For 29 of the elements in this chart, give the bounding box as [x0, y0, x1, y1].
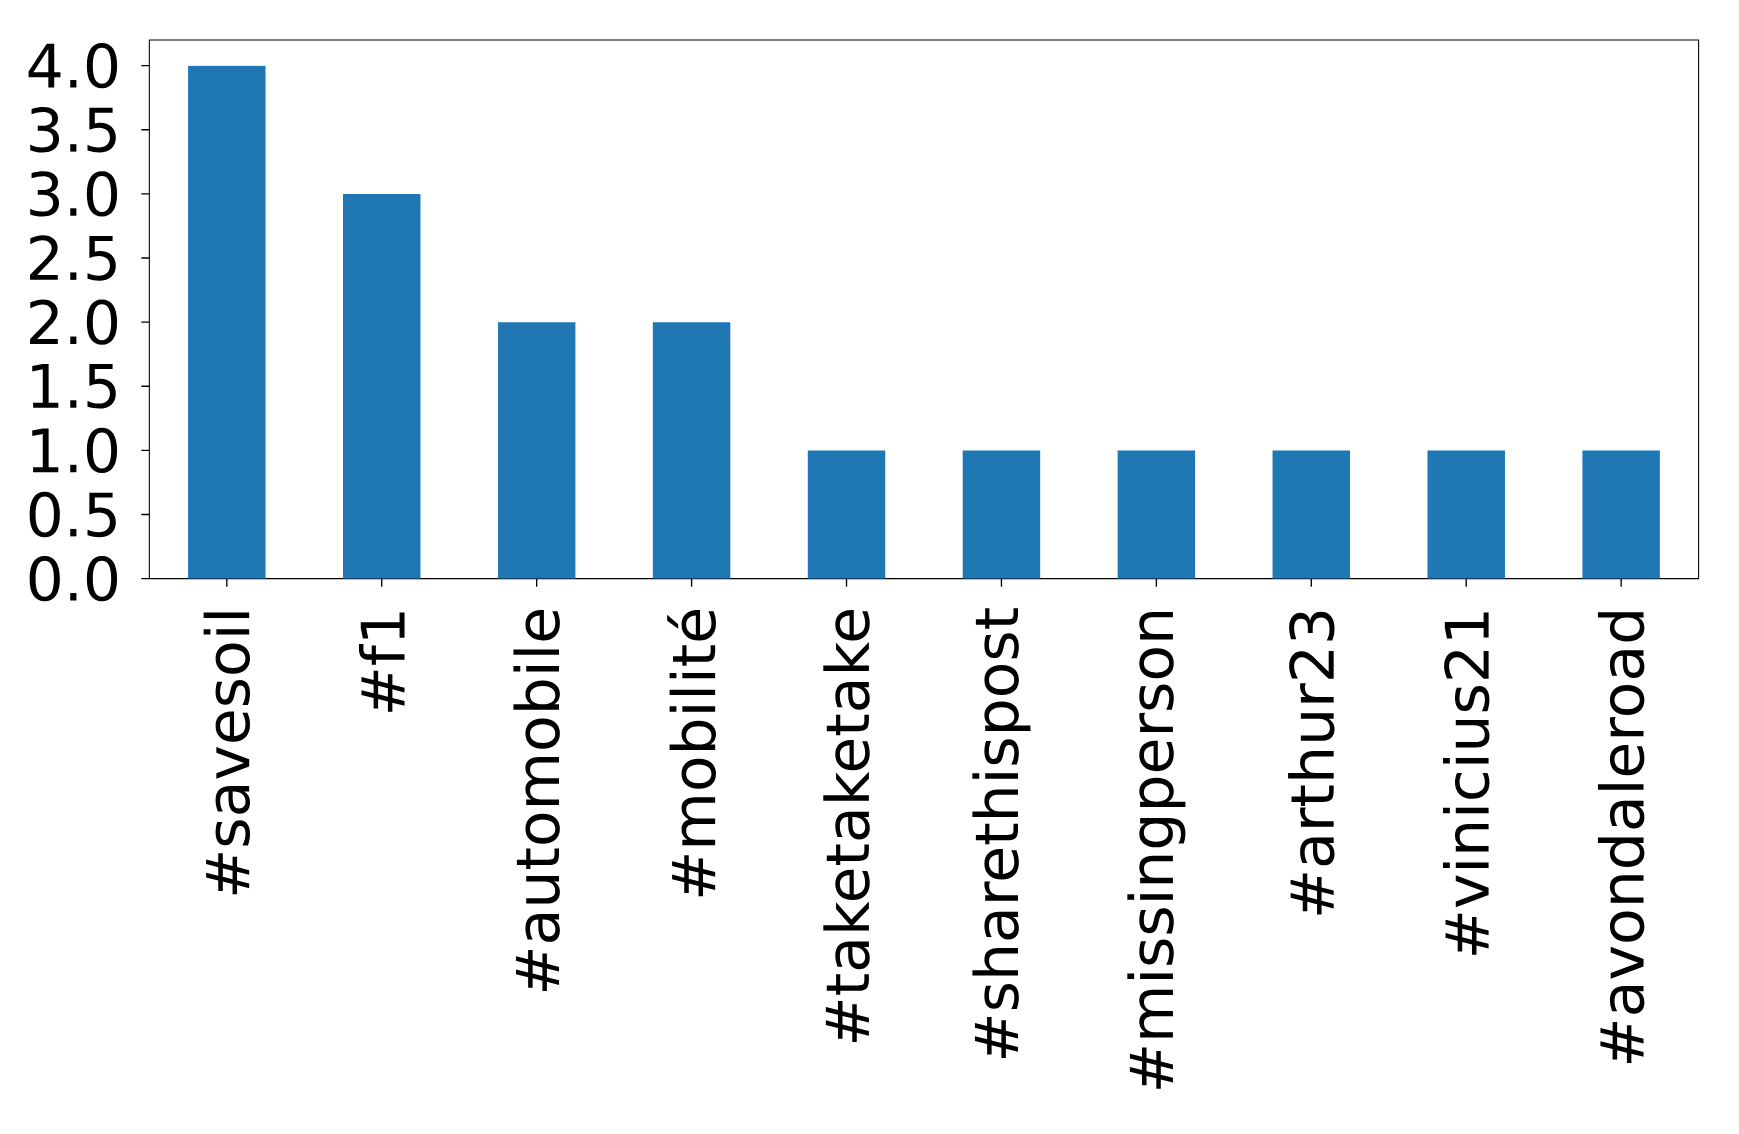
bar — [962, 450, 1041, 579]
bar — [188, 65, 266, 579]
y-tick-label: 0.0 — [29, 555, 118, 602]
x-tick-label: #taketaketake — [823, 610, 870, 1043]
y-tick-label: 1.0 — [32, 427, 118, 474]
y-tick-label: 2.5 — [30, 235, 116, 281]
x-tick-label: #missingperson — [1127, 611, 1186, 1089]
bar — [1582, 450, 1660, 579]
x-tick-label: #automobile — [513, 610, 560, 992]
x-tick-label: #avondaleroad — [1597, 612, 1645, 1063]
y-tick-label: 3.5 — [30, 107, 116, 153]
bar — [1427, 450, 1505, 579]
y-tick-label: 0.5 — [29, 491, 116, 538]
y-tick-label: 4.0 — [28, 42, 118, 89]
x-tick-label: #vinicius21 — [1443, 612, 1490, 955]
bar — [343, 193, 421, 579]
y-tick-label: 2.0 — [30, 299, 118, 345]
x-tick-label: #f1 — [358, 612, 405, 712]
bar — [497, 322, 576, 579]
x-tick-label: #sharethispost — [972, 608, 1031, 1058]
bar — [1272, 450, 1351, 579]
x-tick-label: #savesoil — [203, 612, 251, 895]
y-tick-label: 1.5 — [32, 363, 116, 409]
bar — [652, 322, 731, 579]
y-tick-label: 3.0 — [30, 171, 118, 217]
x-tick-label: #mobilité — [667, 610, 717, 897]
x-tick-label: #arthur23 — [1288, 611, 1335, 915]
bar — [807, 450, 886, 579]
bar — [1117, 450, 1196, 579]
